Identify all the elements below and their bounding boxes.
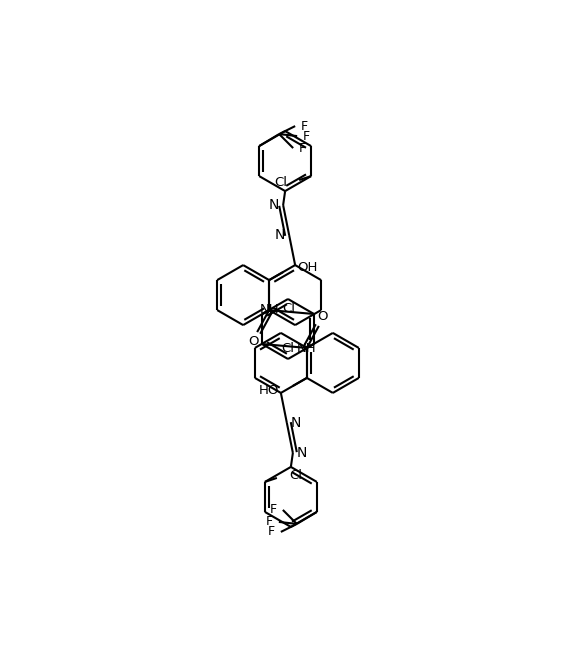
Text: HO: HO — [258, 384, 279, 397]
Text: F: F — [301, 120, 308, 132]
Text: Cl: Cl — [289, 469, 302, 482]
Text: N: N — [296, 446, 307, 460]
Text: Cl: Cl — [274, 176, 287, 189]
Text: F: F — [266, 515, 273, 528]
Text: N: N — [275, 228, 286, 242]
Text: NH: NH — [260, 303, 279, 316]
Text: NH: NH — [296, 342, 316, 355]
Text: Cl: Cl — [281, 343, 294, 355]
Text: F: F — [270, 503, 277, 517]
Text: O: O — [248, 334, 258, 347]
Text: O: O — [317, 311, 328, 324]
Text: N: N — [291, 416, 301, 430]
Text: N: N — [269, 198, 279, 212]
Text: F: F — [268, 526, 275, 538]
Text: F: F — [303, 130, 310, 143]
Text: Cl: Cl — [282, 303, 295, 315]
Text: F: F — [299, 141, 306, 155]
Text: OH: OH — [297, 261, 317, 274]
